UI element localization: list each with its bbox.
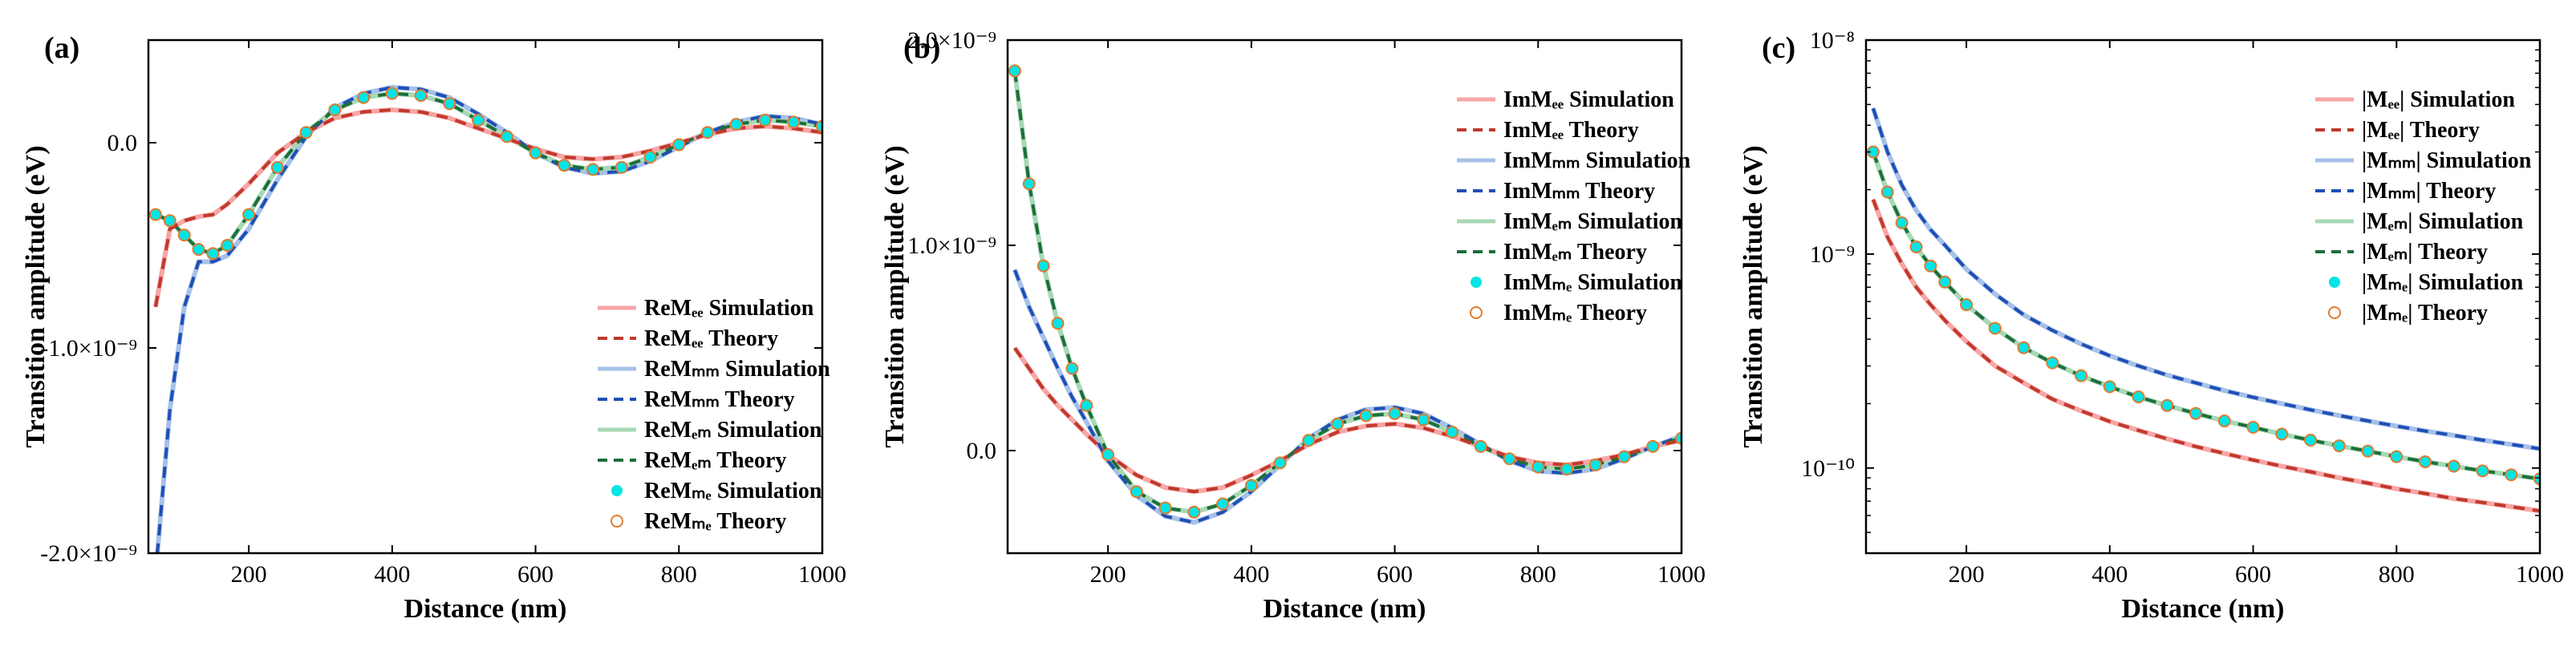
xtick-label: 800: [661, 561, 697, 588]
panel-tag: (b): [903, 31, 940, 65]
xtick-label: 400: [2091, 561, 2128, 588]
legend-label: ImMₑₘ Theory: [1503, 240, 1647, 265]
series-ee-sim: [156, 110, 822, 307]
panel-tag: (a): [44, 31, 79, 65]
ytick-label: -2.0×10⁻⁹: [40, 540, 137, 567]
legend-label: |Mₘₘ| Theory: [2362, 179, 2496, 204]
legend-swatch: [611, 485, 623, 496]
legend-label: |Mₑₑ| Simulation: [2362, 87, 2515, 112]
chart-svg: 200 400 600 800 1000 10⁻¹⁰ 10⁻⁹ 10⁻⁸ Distance (n…: [1726, 16, 2568, 639]
legend-label: ImMₘₘ Simulation: [1503, 148, 1691, 173]
xtick-label: 1000: [1657, 561, 1706, 588]
xtick-label: 200: [1949, 561, 1985, 588]
y-axis-label: Transition amplitude (eV): [1738, 145, 1768, 447]
legend-label: |Mₘₑ| Theory: [2362, 301, 2488, 325]
plot-frame: [1866, 40, 2540, 553]
xtick-label: 600: [2235, 561, 2271, 588]
legend-label: ImMₑₑ Theory: [1503, 118, 1639, 143]
panel-tag: (c): [1762, 31, 1795, 65]
ytick-label: 10⁻⁹: [1810, 241, 1855, 268]
xtick-label: 1000: [2516, 561, 2564, 588]
legend-label: |Mₘₘ| Simulation: [2362, 148, 2532, 173]
legend-label: ReMₑₑ Theory: [644, 326, 778, 351]
y-axis-label: Transition amplitude (eV): [21, 145, 51, 447]
legend-label: |Mₑₘ| Simulation: [2362, 209, 2524, 234]
xtick-label: 400: [374, 561, 410, 588]
legend-label: ReMₑₑ Simulation: [644, 296, 814, 321]
xtick-label: 200: [1089, 561, 1126, 588]
ytick-label: -1.0×10⁻⁹: [40, 335, 137, 362]
xtick-label: 800: [2379, 561, 2415, 588]
legend-label: ReMₑₘ Simulation: [644, 418, 822, 443]
panel-a: 200 400 600 800 1000 -2.0×10⁻⁹ -1.0×10⁻⁹ 0.0 Dis…: [8, 16, 850, 639]
x-axis-label: Distance (nm): [1263, 594, 1426, 624]
xtick-label: 600: [517, 561, 554, 588]
legend: |Mₑₑ| Simulation |Mₑₑ| Theory |Mₘₘ| Simula…: [2315, 87, 2532, 325]
chart-svg: 20040060080010000.01.0×10⁻⁹2.0×10⁻⁹Dista…: [867, 16, 1710, 639]
figure-wrap: 200 400 600 800 1000 -2.0×10⁻⁹ -1.0×10⁻⁹ 0.0 Dis…: [0, 0, 2576, 655]
xtick-label: 800: [1519, 561, 1556, 588]
panel-b: 20040060080010000.01.0×10⁻⁹2.0×10⁻⁹Dista…: [867, 16, 1710, 639]
panel-c: 200 400 600 800 1000 10⁻¹⁰ 10⁻⁹ 10⁻⁸ Distance (n…: [1726, 16, 2568, 639]
ytick-label: 10⁻¹⁰: [1801, 455, 1855, 482]
xtick-label: 1000: [798, 561, 846, 588]
y-axis-label: Transition amplitude (eV): [880, 145, 910, 447]
legend-swatch: [1471, 277, 1482, 288]
legend-label: ImMₘₑ Simulation: [1503, 270, 1682, 295]
ytick-label: 1.0×10⁻⁹: [907, 232, 996, 259]
chart-svg: 200 400 600 800 1000 -2.0×10⁻⁹ -1.0×10⁻⁹ 0.0 Dis…: [8, 16, 850, 639]
legend-label: ReMₘₘ Simulation: [644, 357, 830, 382]
legend-label: ReMₑₘ Theory: [644, 448, 786, 473]
legend-swatch: [611, 516, 623, 527]
plot-frame: [1008, 40, 1681, 553]
ytick-label: 0.0: [966, 438, 996, 464]
legend-label: |Mₑₑ| Theory: [2362, 118, 2480, 143]
xtick-label: 200: [231, 561, 267, 588]
ytick-label: 10⁻⁸: [1810, 27, 1855, 54]
legend: ImMₑₑ Simulation ImMₑₑ Theory ImMₘₘ Simula…: [1457, 87, 1691, 325]
xtick-label: 600: [1377, 561, 1413, 588]
legend-label: ImMₘₘ Theory: [1503, 179, 1655, 204]
legend-label: ImMₑₑ Simulation: [1503, 87, 1674, 112]
ytick-label: 0.0: [108, 130, 138, 156]
legend-label: |Mₘₑ| Simulation: [2362, 270, 2524, 295]
legend-label: |Mₑₘ| Theory: [2362, 240, 2488, 265]
legend-swatch: [2329, 277, 2340, 288]
series-ee-th: [156, 110, 822, 307]
legend-label: ReMₘₑ Simulation: [644, 479, 822, 503]
legend-label: ReMₘₘ Theory: [644, 387, 795, 412]
legend-label: ReMₘₑ Theory: [644, 509, 786, 534]
x-axis-label: Distance (nm): [2121, 594, 2284, 624]
legend-swatch: [2329, 307, 2340, 318]
legend: ReMₑₑ Simulation ReMₑₑ Theory ReMₘₘ Simula…: [598, 296, 830, 534]
xtick-label: 400: [1233, 561, 1269, 588]
legend-label: ImMₘₑ Theory: [1503, 301, 1647, 325]
legend-label: ImMₑₘ Simulation: [1503, 209, 1682, 234]
x-axis-label: Distance (nm): [404, 594, 566, 624]
legend-swatch: [1471, 307, 1482, 318]
